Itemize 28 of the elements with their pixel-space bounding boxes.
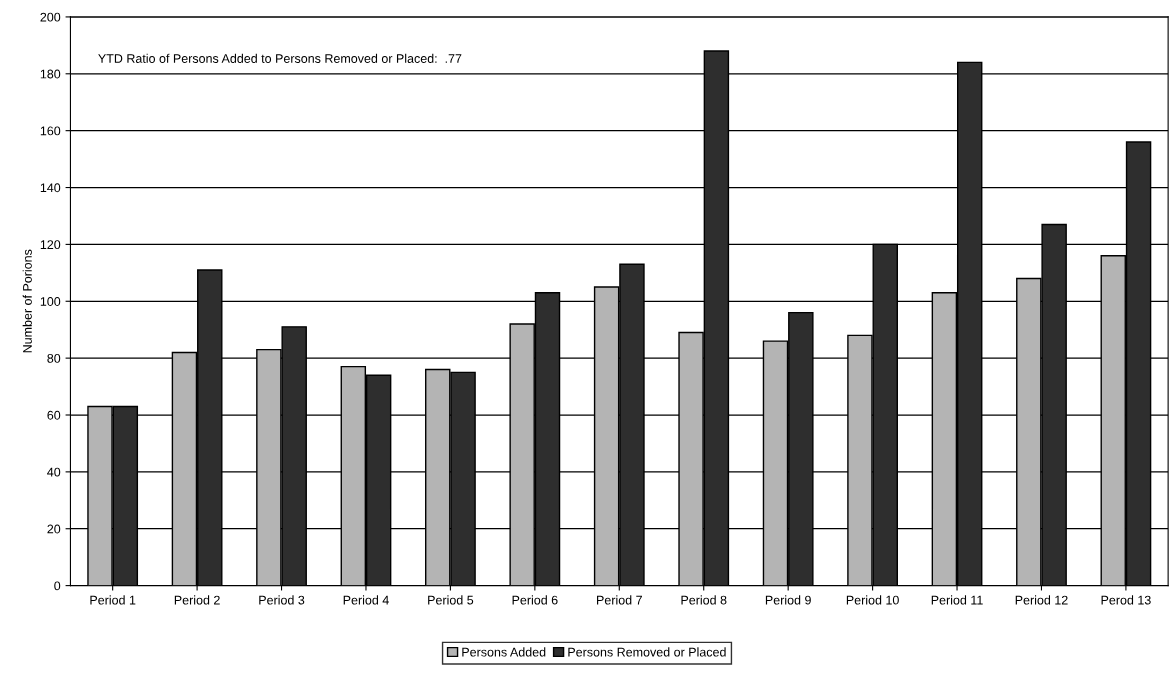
y-tick-label: 180 [40,69,61,79]
x-tick-label: Period 7 [597,595,642,605]
y-tick-label: 140 [40,183,61,193]
x-tick-label: Period 2 [174,595,220,605]
x-tick-label: Period 6 [512,595,558,605]
y-tick-label: 80 [47,353,61,363]
y-tick-label: 40 [47,467,61,477]
y-axis-title: Number of Porions [22,249,32,353]
y-tick-label: 120 [40,240,61,250]
y-tick-label: 100 [40,297,61,306]
annotation: YTD Ratio of Persons Added to Persons Removed or Placed: .77 [98,53,462,63]
x-tick-label: Period 10 [846,595,899,605]
x-tick-label: Period 5 [428,595,474,605]
x-tick-label: Period 12 [1015,595,1068,605]
y-tick-label: 0 [54,581,61,591]
legend-label: Persons Removed or Placed [568,647,726,657]
y-tick-label: 60 [47,410,61,420]
legend-label: Persons Added [462,647,546,657]
x-tick-label: Period 9 [765,595,811,605]
x-tick-label: Period 3 [259,595,305,605]
x-tick-label: Period 4 [343,595,389,605]
x-tick-label: Period 1 [90,595,136,605]
x-tick-label: Perod 13 [1101,595,1151,605]
y-tick-label: 200 [40,12,61,22]
x-tick-label: Period 8 [681,595,727,605]
y-tick-label: 160 [40,126,61,136]
x-tick-label: Period 11 [931,595,983,605]
y-tick-label: 20 [47,524,61,534]
